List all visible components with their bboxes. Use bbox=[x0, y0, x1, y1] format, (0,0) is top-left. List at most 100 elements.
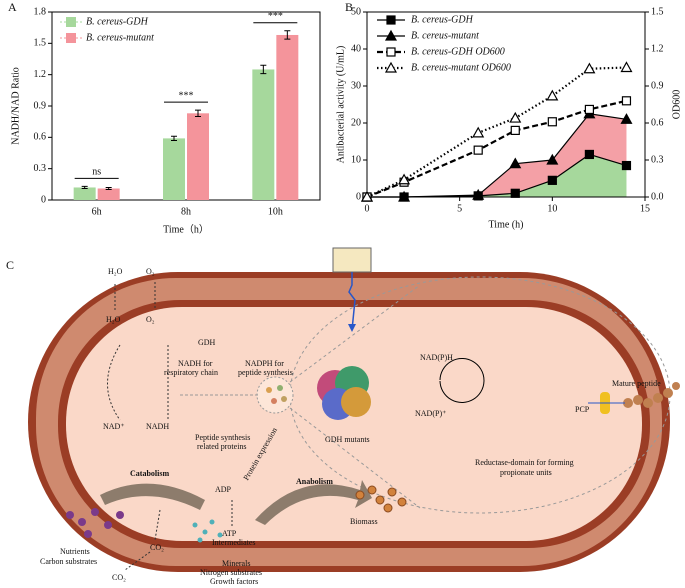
marker bbox=[384, 61, 398, 73]
marker bbox=[398, 173, 411, 185]
flow-lines bbox=[124, 500, 233, 571]
mature-peptide bbox=[623, 382, 680, 408]
label: Peptide synthesis bbox=[195, 433, 250, 442]
label: Mature peptide bbox=[612, 379, 661, 388]
y2-tick-label: 0.0 bbox=[651, 191, 664, 202]
cycle bbox=[439, 358, 485, 403]
flow-lines bbox=[107, 344, 169, 421]
label: CO₂ bbox=[112, 573, 126, 582]
label: ADP bbox=[215, 485, 232, 494]
label: NADH for bbox=[178, 359, 213, 368]
marker bbox=[360, 190, 374, 202]
arrow bbox=[348, 272, 356, 331]
y2-tick-label: 0.3 bbox=[651, 154, 664, 165]
label: NADH bbox=[146, 422, 169, 431]
legend-label: B. cereus-GDH bbox=[86, 16, 149, 27]
marker bbox=[584, 104, 595, 115]
dot bbox=[266, 387, 272, 393]
marker bbox=[546, 153, 559, 165]
label: PCP bbox=[575, 405, 590, 414]
plot-frame bbox=[366, 11, 646, 198]
marker bbox=[547, 117, 557, 127]
marker bbox=[509, 157, 522, 169]
marker bbox=[472, 188, 485, 200]
x-tick-label: 10h bbox=[268, 206, 283, 217]
marker bbox=[547, 175, 557, 185]
legend-swatch bbox=[66, 17, 76, 27]
bar bbox=[97, 188, 120, 200]
y-axis-label: NADH/NAD Ratio bbox=[10, 67, 21, 145]
y-tick-label: 0.3 bbox=[34, 163, 47, 174]
y-tick-label: 1.5 bbox=[34, 38, 47, 49]
marker bbox=[386, 47, 396, 57]
bar bbox=[163, 138, 185, 200]
y-tick-label: 0 bbox=[41, 194, 46, 205]
error-bar bbox=[195, 109, 201, 117]
y-tick-label: 0.6 bbox=[34, 132, 47, 143]
bar bbox=[187, 113, 209, 200]
x-tick-label: 6h bbox=[92, 206, 102, 217]
error-bar bbox=[284, 30, 291, 40]
marker bbox=[621, 160, 632, 171]
panel-label: B bbox=[345, 0, 353, 14]
marker bbox=[621, 96, 632, 106]
marker bbox=[584, 149, 595, 160]
x-tick-label: 0 bbox=[365, 203, 370, 214]
x-tick-label: 5 bbox=[457, 203, 462, 214]
label: H₂O bbox=[108, 267, 123, 276]
legend-label: B. cereus-mutant bbox=[86, 32, 154, 43]
y2-tick-label: 0.6 bbox=[651, 117, 664, 128]
error-bar bbox=[260, 64, 267, 75]
marker bbox=[583, 62, 596, 74]
marker bbox=[546, 89, 559, 101]
marker bbox=[509, 111, 522, 123]
x-axis-label: Time (h) bbox=[489, 219, 524, 230]
label: propionate units bbox=[500, 468, 552, 477]
y2-axis-label: OD600 bbox=[671, 90, 682, 119]
x-tick-label: 8h bbox=[181, 206, 191, 217]
catabolism-arrow bbox=[100, 483, 205, 510]
cytoplasm bbox=[66, 307, 642, 541]
label: Carbon substrates bbox=[40, 557, 97, 566]
error-bar bbox=[81, 185, 88, 190]
label: Reductase-domain for forming bbox=[475, 458, 574, 467]
legend-label: B. cereus-GDH bbox=[411, 14, 474, 25]
panel-label: A bbox=[8, 0, 17, 14]
dot bbox=[277, 385, 283, 391]
label: Nitrogen substrates bbox=[200, 568, 262, 577]
significance-label: *** bbox=[179, 90, 194, 101]
legend-label: B. cereus-mutant OD600 bbox=[411, 62, 511, 73]
marker bbox=[386, 15, 396, 25]
label: H₂O bbox=[106, 315, 121, 324]
mineral-dots bbox=[192, 519, 223, 543]
significance-label: *** bbox=[268, 11, 283, 22]
y-tick-label: 0.9 bbox=[34, 100, 47, 111]
y2-tick-label: 0.9 bbox=[651, 80, 664, 91]
y-tick-label: 10 bbox=[351, 154, 361, 165]
x-tick-label: 15 bbox=[640, 203, 650, 214]
area bbox=[367, 154, 627, 197]
x-tick-label: 10 bbox=[547, 203, 557, 214]
label: ATP bbox=[222, 529, 237, 538]
cell-zoom bbox=[256, 376, 294, 414]
diagram: H₂O O₂ H₂O O₂ GDH NADH for respiratory c… bbox=[28, 247, 680, 586]
dot bbox=[281, 396, 287, 402]
significance-label: ns bbox=[92, 167, 101, 178]
bar bbox=[73, 187, 96, 200]
label: peptide synthesis bbox=[238, 368, 293, 377]
marker bbox=[620, 61, 633, 73]
label: NAD⁺ bbox=[103, 422, 125, 431]
label: Anabolism bbox=[296, 477, 333, 486]
legend-swatch bbox=[66, 33, 76, 43]
marker bbox=[473, 145, 483, 155]
label: Growth factors bbox=[210, 577, 258, 586]
label: CO₂ bbox=[150, 543, 164, 552]
marker bbox=[510, 188, 520, 198]
area bbox=[367, 113, 627, 197]
label: NAD(P)H bbox=[420, 353, 453, 362]
label: GDH bbox=[198, 338, 216, 347]
marker bbox=[472, 126, 485, 138]
bar bbox=[276, 34, 299, 200]
error-bar bbox=[171, 135, 177, 141]
label: Intermediates bbox=[212, 538, 256, 547]
